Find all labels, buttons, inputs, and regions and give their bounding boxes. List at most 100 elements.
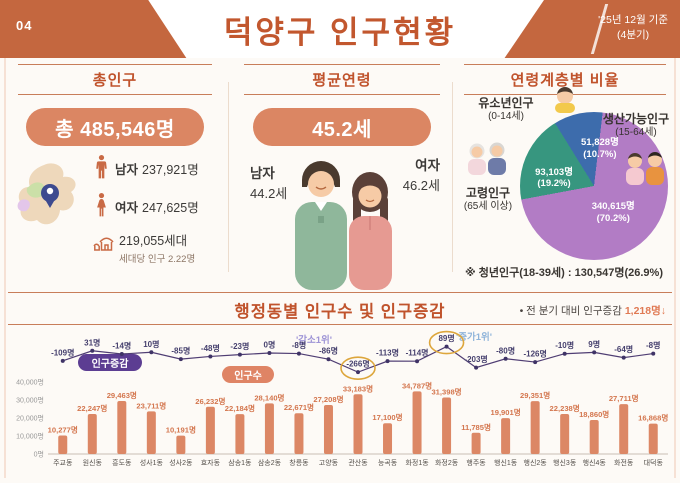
svg-text:19,901명: 19,901명 [491, 407, 521, 417]
section-average-age: 평균연령 45.2세 남자 44.2세 여자 46.2세 [236, 60, 448, 292]
svg-text:행신1동: 행신1동 [494, 458, 518, 467]
couple-illustration [274, 156, 410, 295]
svg-text:-10명: -10명 [555, 340, 574, 350]
legend-population-count: 인구수 [222, 366, 274, 383]
households-value: 219,055세대 [119, 234, 188, 248]
svg-text:화전동: 화전동 [614, 458, 634, 467]
male-age-block: 남자 44.2세 [250, 164, 287, 204]
svg-text:-203명: -203명 [464, 354, 487, 364]
svg-text:흥도동: 흥도동 [112, 458, 132, 467]
section-total-population: 총인구 총 485,546명 남자 237, [10, 60, 220, 292]
total-population-pill: 총 485,546명 [26, 108, 204, 146]
svg-text:고양동: 고양동 [319, 459, 339, 467]
svg-text:원신동: 원신동 [83, 458, 103, 467]
svg-text:89명: 89명 [438, 333, 454, 343]
adults-icon [622, 152, 668, 191]
svg-text:16,868명: 16,868명 [638, 413, 668, 423]
male-age-value: 44.2세 [250, 186, 288, 202]
pie-label-working: 340,615명 (70.2%) [591, 200, 635, 224]
svg-text:10,191명: 10,191명 [166, 425, 196, 435]
date-note: '25년 12월 기준 [598, 14, 668, 26]
elderly-group-label: 고령인구 (65세 이상) [463, 186, 513, 212]
svg-text:성사2동: 성사2동 [169, 458, 193, 467]
top-decrease-badge: '감소1위' [296, 335, 333, 346]
svg-text:9명: 9명 [588, 339, 600, 349]
svg-text:0명: 0명 [34, 450, 44, 459]
page-number: 04 [16, 18, 33, 33]
svg-text:-109명: -109명 [51, 347, 74, 357]
average-age-pill: 45.2세 [253, 108, 431, 146]
district-section: 행정동별 인구수 및 인구증감 • 전 분기 대비 인구증감 1,218명↓ 인… [0, 292, 680, 480]
male-person-icon [92, 154, 110, 183]
svg-text:11,785명: 11,785명 [461, 422, 491, 432]
svg-text:18,860명: 18,860명 [579, 409, 609, 419]
svg-text:관산동: 관산동 [348, 458, 368, 467]
svg-text:31명: 31명 [84, 337, 100, 347]
svg-text:-48명: -48명 [201, 343, 220, 353]
working-group-label: 생산가능인구 (15-64세) [602, 112, 670, 138]
svg-text:0명: 0명 [264, 340, 276, 350]
child-icon [550, 86, 580, 119]
svg-text:-86명: -86명 [319, 346, 338, 356]
section-age-ratio: 연령계층별 비율 51,828명 (10.7%) 93,103명 (19.2%)… [456, 60, 674, 292]
svg-text:-14명: -14명 [112, 341, 131, 351]
svg-text:창릉동: 창릉동 [289, 459, 309, 467]
svg-text:효자동: 효자동 [201, 458, 221, 467]
male-label: 남자 [115, 163, 139, 177]
svg-text:29,351명: 29,351명 [520, 390, 550, 400]
pie-label-elderly: 93,103명 (19.2%) [535, 166, 573, 190]
change-note-label: • 전 분기 대비 인구증감 [519, 305, 622, 317]
female-age-block: 여자 46.2세 [403, 156, 440, 196]
svg-text:30,000명: 30,000명 [16, 396, 44, 405]
male-age-label: 남자 [250, 166, 275, 181]
svg-text:20,000명: 20,000명 [16, 414, 44, 423]
page-title: 덕양구 인구현황 [223, 15, 457, 50]
divider-line [8, 324, 672, 325]
svg-text:행신3동: 행신3동 [553, 458, 577, 467]
column-divider [228, 82, 229, 272]
svg-text:10명: 10명 [143, 339, 159, 349]
elderly-icon [464, 142, 510, 181]
divider-line [8, 292, 672, 293]
section-title-average-age: 평균연령 [244, 64, 440, 95]
svg-text:삼송1동: 삼송1동 [228, 458, 252, 467]
svg-text:-266명: -266명 [346, 359, 369, 369]
legend-population-change: 인구증감 [78, 354, 142, 371]
household-info: 219,055세대 세대당 인구 2.22명 [119, 230, 195, 265]
svg-text:화정2동: 화정2동 [435, 458, 459, 467]
svg-text:-8명: -8명 [292, 340, 306, 350]
svg-text:29,463명: 29,463명 [107, 390, 137, 400]
svg-text:삼송2동: 삼송2동 [258, 458, 282, 467]
quarterly-change-note: • 전 분기 대비 인구증감 1,218명↓ [520, 303, 666, 318]
svg-text:행주동: 행주동 [466, 458, 486, 467]
female-person-icon [92, 192, 110, 221]
district-section-title: 행정동별 인구수 및 인구증감 [234, 303, 446, 321]
quarter-note: (4분기) [617, 29, 650, 42]
female-label: 여자 [115, 201, 139, 215]
svg-text:40,000명: 40,000명 [16, 378, 44, 387]
pie-label-youth: 51,828명 (10.7%) [581, 137, 619, 160]
svg-text:28,140명: 28,140명 [254, 392, 284, 402]
svg-text:22,247명: 22,247명 [77, 403, 107, 413]
male-row: 남자 237,921명 [92, 154, 220, 183]
section-title-total-population: 총인구 [18, 64, 212, 95]
svg-text:대덕동: 대덕동 [644, 458, 664, 467]
female-row: 여자 247,625명 [92, 192, 220, 221]
svg-text:22,238명: 22,238명 [550, 403, 580, 413]
district-map-graphic [12, 158, 88, 245]
youth-group-label: 유소년인구 (0-14세) [478, 96, 534, 122]
female-value: 247,625명 [142, 201, 199, 215]
svg-text:17,100명: 17,100명 [372, 412, 402, 422]
svg-text:-113명: -113명 [376, 348, 399, 358]
svg-text:주교동: 주교동 [53, 459, 73, 467]
svg-text:-80명: -80명 [496, 345, 515, 355]
svg-text:22,671명: 22,671명 [284, 402, 314, 412]
svg-text:23,711명: 23,711명 [136, 400, 166, 410]
svg-text:27,208명: 27,208명 [313, 394, 343, 404]
svg-text:33,183명: 33,183명 [343, 383, 373, 393]
youth-population-note: ※ 청년인구(18-39세) : 130,547명(26.9%) [465, 267, 663, 279]
report-date: '25년 12월 기준 (4분기) [598, 13, 668, 43]
per-household-value: 세대당 인구 2.22명 [119, 254, 196, 265]
header-band: 04 덕양구 인구현황 '25년 12월 기준 (4분기) [0, 0, 680, 58]
svg-text:행신4동: 행신4동 [583, 458, 607, 467]
